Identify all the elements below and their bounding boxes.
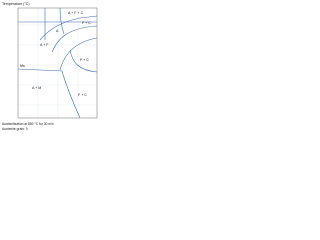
region-label: Ms — [20, 64, 25, 68]
region-label: A — [56, 29, 59, 33]
transformation-curves — [17, 7, 98, 119]
region-label: A + F — [40, 43, 49, 47]
page: {"diagram": { "y_axis_label": "Temperatu… — [0, 0, 100, 137]
region-label: F + C — [78, 93, 87, 97]
diagram: Temperature (°C) A + F + C F + C A A + F… — [0, 0, 100, 137]
grid — [18, 8, 97, 118]
region-label: F + C — [80, 58, 89, 62]
region-label: A + F + C — [68, 11, 84, 15]
footer-line: Austenite grain: 9 — [2, 127, 28, 131]
region-label: A + M — [32, 86, 41, 90]
footer-line: Austenitisation at 880 °C for 30 min — [2, 122, 54, 126]
y-axis-label: Temperature (°C) — [2, 2, 30, 6]
plot-frame — [17, 7, 98, 119]
region-label: F + C — [82, 21, 91, 25]
